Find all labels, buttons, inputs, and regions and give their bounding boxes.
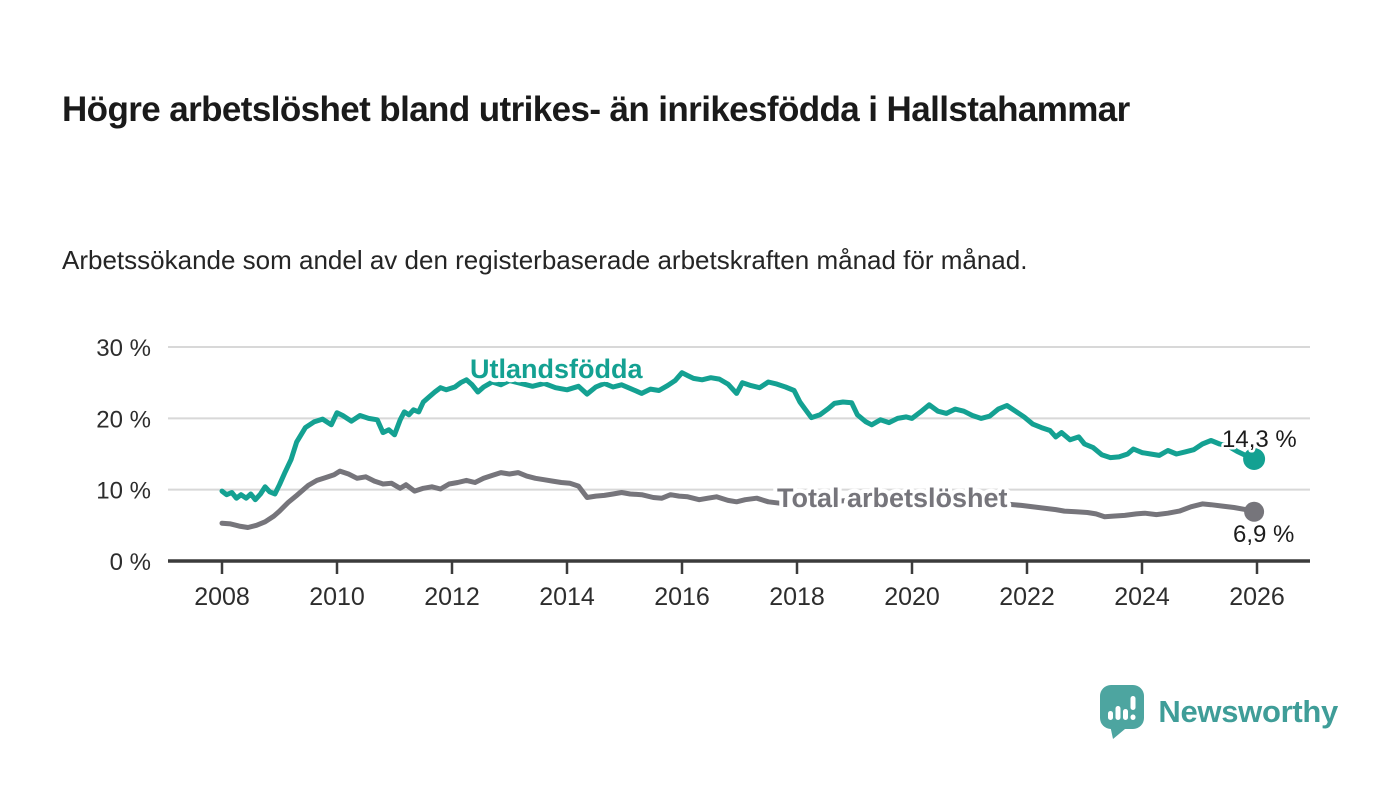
chart-subtitle: Arbetssökande som andel av den registerb… bbox=[62, 245, 1028, 275]
end-value-total: 6,9 % bbox=[1233, 521, 1294, 548]
x-axis-tick-label: 2022 bbox=[999, 583, 1055, 611]
x-axis-tick-label: 2010 bbox=[309, 583, 365, 611]
x-axis-tick-label: 2026 bbox=[1229, 583, 1285, 611]
newsworthy-logo: Newsworthy bbox=[1099, 684, 1338, 739]
x-axis-tick-label: 2012 bbox=[424, 583, 480, 611]
newsworthy-wordmark: Newsworthy bbox=[1158, 693, 1338, 729]
y-axis-tick-label: 10 % bbox=[96, 478, 151, 505]
y-axis-tick-label: 20 % bbox=[96, 406, 151, 433]
series-line bbox=[219, 468, 1257, 530]
x-axis-tick-label: 2020 bbox=[884, 583, 940, 611]
page-title: Högre arbetslöshet bland utrikes- än inr… bbox=[62, 90, 1130, 130]
x-axis-tick-label: 2016 bbox=[654, 583, 710, 611]
series-label-total: Total arbetslöshet bbox=[777, 483, 1008, 513]
x-axis-tick-label: 2018 bbox=[769, 583, 825, 611]
end-value-utlandsfodda: 14,3 % bbox=[1222, 426, 1297, 453]
series-end-dot bbox=[1244, 501, 1265, 522]
x-axis-tick-label: 2014 bbox=[539, 583, 595, 611]
x-axis-tick-label: 2024 bbox=[1114, 583, 1170, 611]
x-axis-tick-label: 2008 bbox=[194, 583, 250, 611]
newsworthy-bubble-chart-icon bbox=[1100, 685, 1145, 739]
unemployment-line-chart: 0 % 10 % 20 % 30 % 2008 2010 2012 2014 2016 2018 2… bbox=[96, 335, 1310, 611]
series-label-utlandsfodda: Utlandsfödda bbox=[470, 354, 643, 384]
series-line bbox=[219, 370, 1257, 503]
y-axis-tick-label: 0 % bbox=[110, 549, 151, 576]
y-axis-tick-label: 30 % bbox=[96, 335, 151, 362]
series-end-dot bbox=[1243, 448, 1266, 470]
